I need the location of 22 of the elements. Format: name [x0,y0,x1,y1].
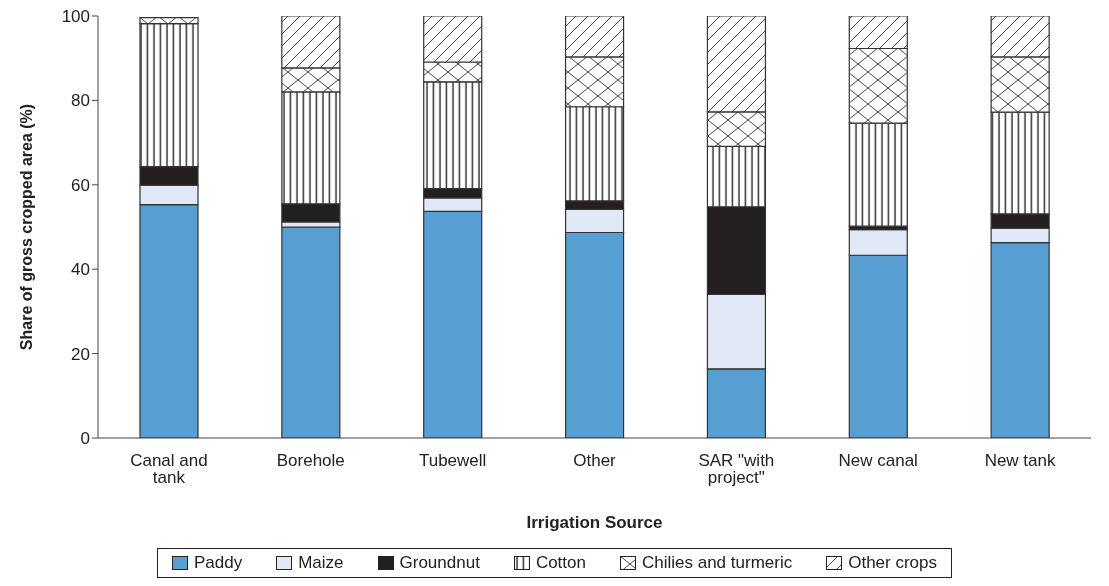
y-axis-title: Share of gross cropped area (%) [17,103,35,351]
x-axis-title: Irrigation Source [526,513,663,532]
legend-label: Cotton [535,553,586,573]
y-tick-label: 0 [80,429,90,449]
x-tick-label: Other [573,451,617,471]
x-tick-label: Borehole [276,451,345,471]
legend-label: Maize [298,553,344,573]
y-tick-label: 100 [61,7,90,27]
legend-label: Groundnut [399,553,480,573]
x-tick-label: New canal [838,451,918,471]
x-tick-label: Tubewell [418,451,487,471]
x-tick-label: Canal and tank [130,451,208,488]
legend-label: Chilies and turmeric [641,553,793,573]
legend-label: Other crops [848,553,938,573]
x-tick-label: New tank [984,451,1056,471]
y-tick-label: 80 [71,91,90,111]
y-tick-label: 20 [71,344,90,364]
y-tick-label: 60 [71,175,90,195]
legend-label: Paddy [193,553,243,573]
x-tick-label: SAR "with project" [698,451,775,488]
bar [281,226,341,438]
y-tick-label: 40 [71,260,90,280]
